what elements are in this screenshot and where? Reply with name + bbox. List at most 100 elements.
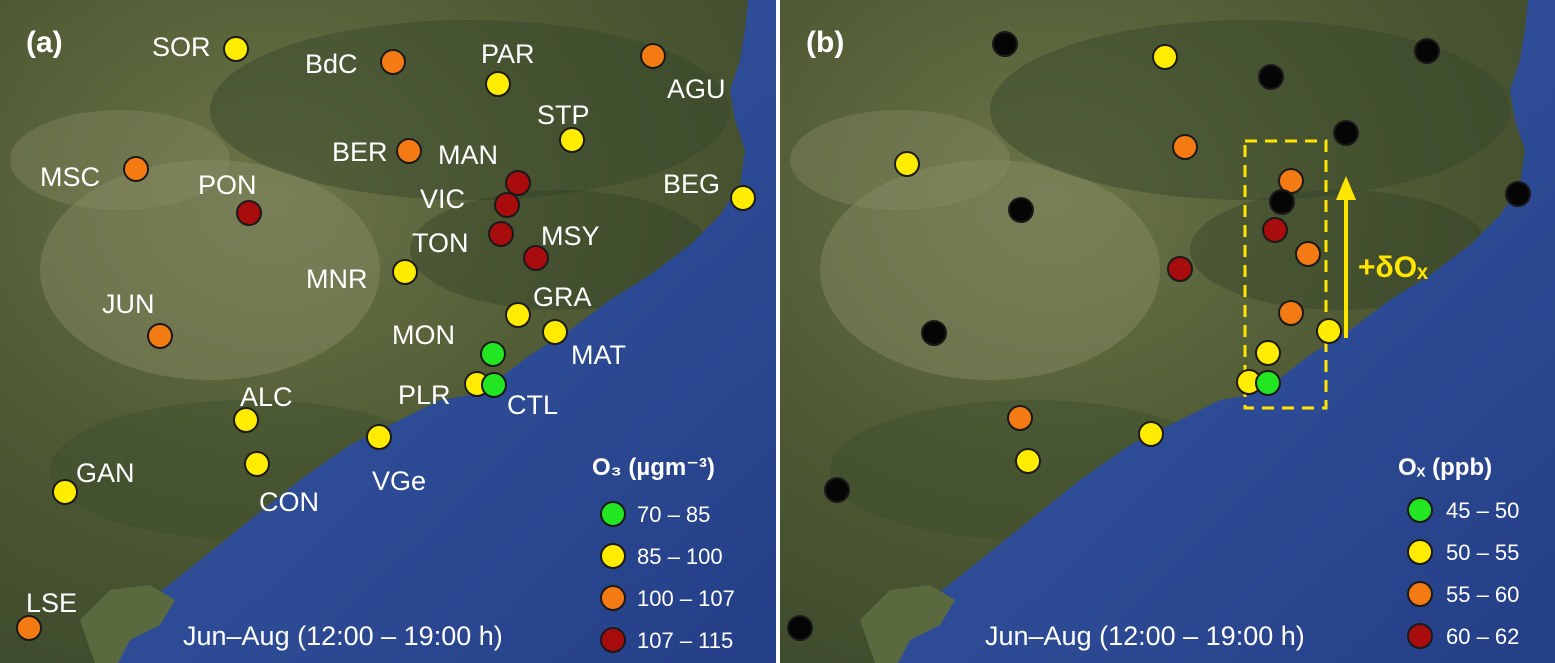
station-marker — [1278, 300, 1304, 326]
station-marker — [147, 323, 173, 349]
station-label: TON — [412, 228, 469, 258]
legend-label: 85 – 100 — [637, 544, 723, 569]
station-label: MAN — [438, 140, 498, 170]
station-label: PAR — [481, 39, 535, 69]
legend-label: 60 – 62 — [1446, 624, 1519, 649]
station-marker — [481, 372, 507, 398]
plain-area — [10, 110, 230, 210]
station-marker — [1008, 197, 1034, 223]
station-label: CON — [259, 487, 319, 517]
station-marker — [1167, 256, 1193, 282]
station-label: BdC — [305, 49, 358, 79]
station-marker — [396, 138, 422, 164]
ebro-delta — [860, 585, 955, 663]
station-marker — [824, 477, 850, 503]
station-marker — [1269, 189, 1295, 215]
legend-title: O₃ (µgm⁻³) — [592, 454, 715, 481]
legend: 45 – 50 50 – 55 55 – 60 60 – 62 — [1407, 497, 1519, 649]
station-label: MSY — [541, 221, 600, 251]
legend-swatch — [600, 543, 626, 569]
station-label: ALC — [240, 382, 293, 412]
station-marker — [16, 615, 42, 641]
mountain-area — [410, 190, 710, 310]
station-marker — [236, 200, 262, 226]
legend-swatch — [600, 627, 626, 653]
station-marker — [1255, 370, 1281, 396]
station-marker — [542, 319, 568, 345]
station-label: AGU — [667, 74, 726, 104]
mountain-area — [210, 20, 730, 200]
station-marker — [1295, 241, 1321, 267]
station-marker — [1333, 120, 1359, 146]
station-label: CTL — [507, 390, 558, 420]
station-marker — [233, 407, 259, 433]
legend-swatch — [1407, 581, 1433, 607]
station-marker — [392, 259, 418, 285]
station-marker — [559, 127, 585, 153]
legend-label: 55 – 60 — [1446, 582, 1519, 607]
station-marker — [488, 221, 514, 247]
map-a-svg: (a) SOR BdC PAR AGU STP BER MAN MSC PON VIC BEG TON… — [0, 0, 776, 663]
station-marker — [223, 36, 249, 62]
station-marker — [640, 43, 666, 69]
legend-swatch — [600, 501, 626, 527]
station-marker — [1015, 448, 1041, 474]
legend-label: 45 – 50 — [1446, 498, 1519, 523]
station-marker — [523, 245, 549, 271]
plain-area — [40, 160, 380, 380]
panel-tag: (a) — [26, 26, 63, 59]
station-marker — [1258, 64, 1284, 90]
station-marker — [992, 31, 1018, 57]
station-marker — [1172, 134, 1198, 160]
legend-label: 50 – 55 — [1446, 540, 1519, 565]
period-label: Jun–Aug (12:00 – 19:00 h) — [985, 621, 1305, 651]
station-label: SOR — [152, 32, 211, 62]
station-label: BER — [332, 137, 388, 167]
mountain-area — [1190, 190, 1490, 310]
sea — [875, 0, 1555, 663]
map-b-svg: (b) +δOₓ Oₓ (ppb) 45 – 50 50 – 55 55 – 60 6… — [780, 0, 1555, 663]
mountain-area — [990, 20, 1510, 200]
station-marker — [494, 192, 520, 218]
station-marker — [505, 170, 531, 196]
plain-area — [820, 160, 1160, 380]
station-label: LSE — [26, 588, 77, 618]
legend-swatch — [1407, 539, 1433, 565]
station-marker — [1414, 38, 1440, 64]
station-label: PLR — [398, 380, 451, 410]
station-marker — [52, 479, 78, 505]
station-label: BEG — [663, 169, 720, 199]
station-marker — [1138, 421, 1164, 447]
map-panel-b: (b) +δOₓ Oₓ (ppb) 45 – 50 50 – 55 55 – 60 6… — [780, 0, 1555, 663]
station-marker — [921, 320, 947, 346]
legend-swatch — [1407, 497, 1433, 523]
station-label: MNR — [306, 264, 368, 294]
station-marker — [787, 615, 813, 641]
gradient-arrow-head — [1336, 176, 1356, 200]
station-marker — [1505, 181, 1531, 207]
panel-tag: (b) — [806, 26, 844, 59]
station-label: VGe — [372, 466, 426, 496]
station-label: VIC — [420, 184, 465, 214]
gradient-arrow-label: +δOₓ — [1358, 251, 1429, 284]
station-layer — [787, 31, 1531, 641]
station-marker — [1007, 405, 1033, 431]
legend-swatch — [600, 585, 626, 611]
station-layer: SOR BdC PAR AGU STP BER MAN MSC PON VIC BEG TON MSY M… — [16, 32, 756, 641]
legend-title: Oₓ (ppb) — [1398, 454, 1492, 481]
station-marker — [1262, 217, 1288, 243]
station-marker — [1152, 44, 1178, 70]
station-marker — [730, 185, 756, 211]
legend-label: 100 – 107 — [637, 586, 735, 611]
legend-label: 70 – 85 — [637, 502, 710, 527]
station-marker — [480, 341, 506, 367]
station-label: MAT — [571, 340, 626, 370]
highlight-box — [1243, 139, 1328, 410]
station-marker — [366, 424, 392, 450]
map-panel-a: (a) SOR BdC PAR AGU STP BER MAN MSC PON VIC BEG TON… — [0, 0, 776, 663]
station-marker — [485, 71, 511, 97]
legend-label: 107 – 115 — [637, 628, 733, 653]
station-marker — [1255, 340, 1281, 366]
station-label: STP — [537, 100, 590, 130]
station-label: JUN — [102, 289, 155, 319]
